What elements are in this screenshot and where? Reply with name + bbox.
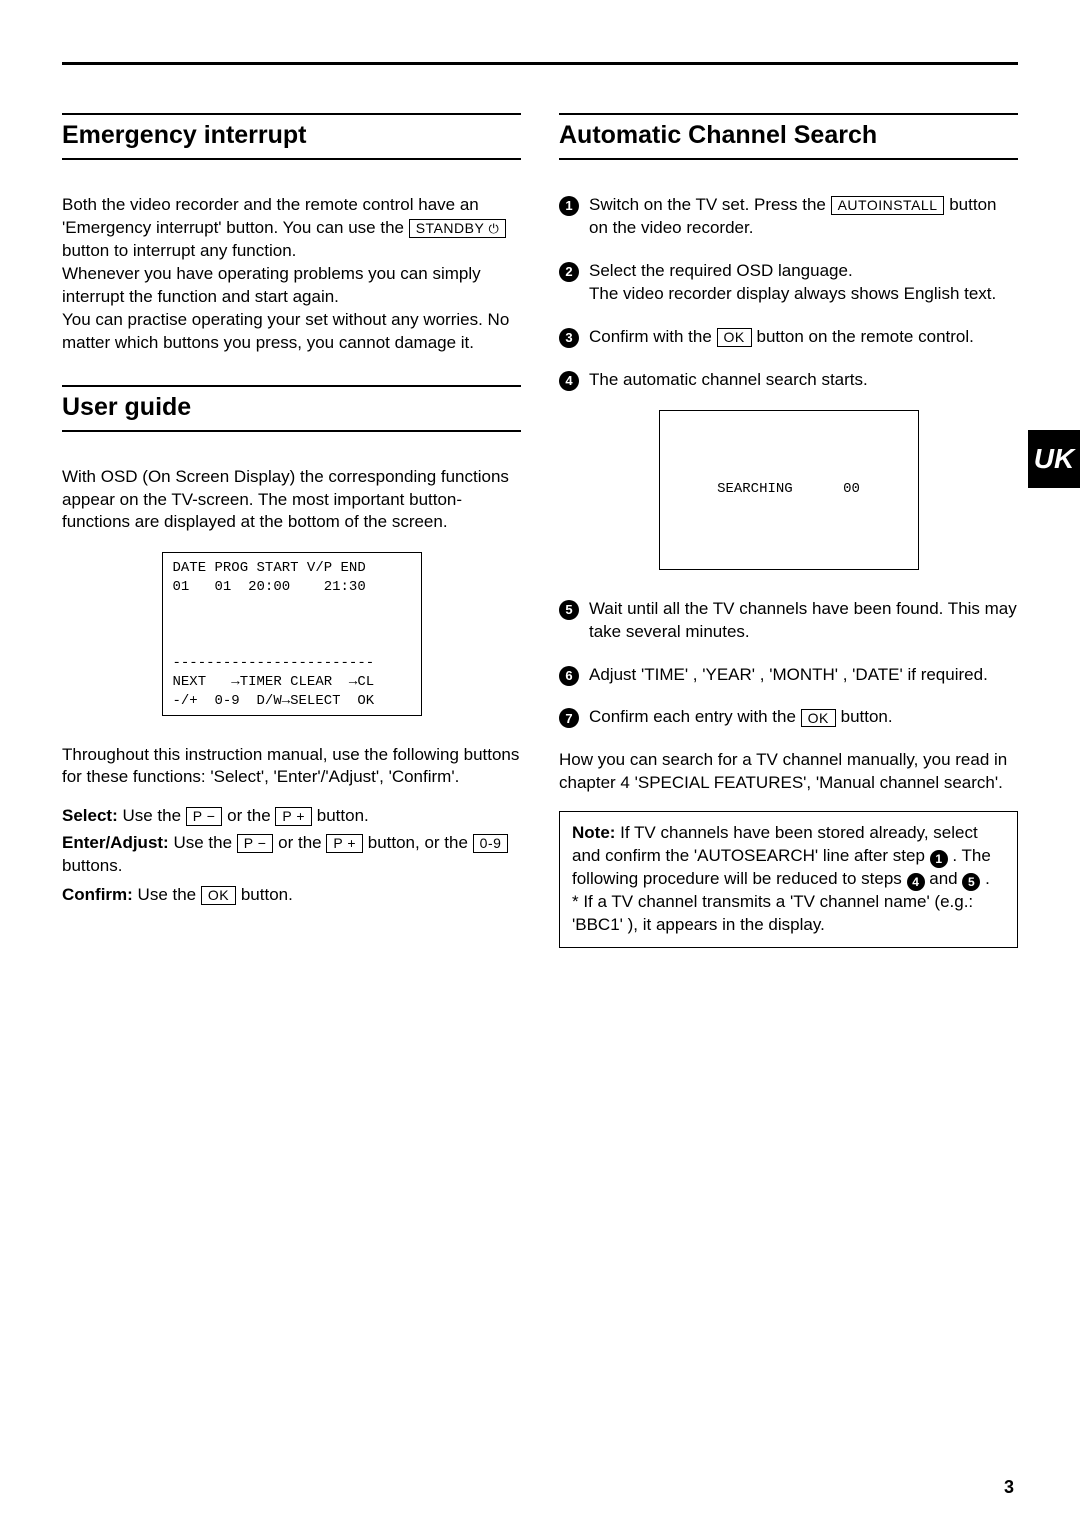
step-4-body: The automatic channel search starts. — [589, 369, 1018, 392]
note-a: If TV channels have been stored already,… — [572, 823, 978, 865]
auto-channel-body: 1 Switch on the TV set. Press the AUTOIN… — [559, 194, 1018, 948]
p-plus-button: P + — [275, 807, 312, 826]
s2b: The video recorder display always shows … — [589, 283, 1018, 306]
step-6: 6 Adjust 'TIME' , 'YEAR' , 'MONTH' , 'DA… — [559, 664, 1018, 687]
emergency-interrupt-title: Emergency interrupt — [62, 113, 521, 160]
osd-searching-display: SEARCHING 00 — [659, 410, 919, 570]
ei-text-1b: button to interrupt any function. — [62, 241, 296, 260]
confirm-b: button. — [236, 885, 293, 904]
inline-step-4: 4 — [907, 873, 925, 891]
step-3-body: Confirm with the OK button on the remote… — [589, 326, 1018, 349]
enter-d: buttons. — [62, 856, 123, 875]
s7b: button. — [836, 707, 893, 726]
p-minus-button: P − — [186, 807, 223, 826]
select-b: or the — [222, 806, 275, 825]
ok-button-3: OK — [801, 709, 836, 728]
standby-button-label: STANDBY ⏻ — [409, 219, 507, 238]
confirm-a: Use the — [133, 885, 201, 904]
step-3: 3 Confirm with the OK button on the remo… — [559, 326, 1018, 349]
step-1: 1 Switch on the TV set. Press the AUTOIN… — [559, 194, 1018, 240]
right-column: Automatic Channel Search 1 Switch on the… — [559, 113, 1018, 948]
confirm-line: Confirm: Use the OK button. — [62, 884, 521, 907]
ei-text-3: You can practise operating your set with… — [62, 309, 521, 355]
confirm-label: Confirm: — [62, 885, 133, 904]
select-a: Use the — [118, 806, 186, 825]
step-4-num: 4 — [559, 371, 579, 391]
enter-label: Enter/Adjust: — [62, 833, 169, 852]
step-7-num: 7 — [559, 708, 579, 728]
s3a: Confirm with the — [589, 327, 717, 346]
step-2: 2 Select the required OSD language. The … — [559, 260, 1018, 306]
ug-text-1: With OSD (On Screen Display) the corresp… — [62, 466, 521, 535]
inline-step-1: 1 — [930, 850, 948, 868]
standby-text: STANDBY — [416, 220, 484, 236]
note-box: Note: If TV channels have been stored al… — [559, 811, 1018, 948]
step-7: 7 Confirm each entry with the OK button. — [559, 706, 1018, 729]
step-2-num: 2 — [559, 262, 579, 282]
osd-timer-display: DATE PROG START V/P END 01 01 20:00 21:3… — [162, 552, 422, 715]
step-7-body: Confirm each entry with the OK button. — [589, 706, 1018, 729]
step-5-num: 5 — [559, 600, 579, 620]
emergency-interrupt-body: Both the video recorder and the remote c… — [62, 194, 521, 355]
select-line: Select: Use the P − or the P + button. — [62, 805, 521, 828]
step-2-body: Select the required OSD language. The vi… — [589, 260, 1018, 306]
step-3-num: 3 — [559, 328, 579, 348]
ei-text-2: Whenever you have operating problems you… — [62, 263, 521, 309]
step-1-num: 1 — [559, 196, 579, 216]
enter-b: or the — [273, 833, 326, 852]
note-c: and — [925, 869, 963, 888]
ok-button: OK — [201, 886, 236, 905]
user-guide-body: With OSD (On Screen Display) the corresp… — [62, 466, 521, 908]
left-column: Emergency interrupt Both the video recor… — [62, 113, 521, 948]
power-icon: ⏻ — [488, 221, 499, 236]
step-5: 5 Wait until all the TV channels have be… — [559, 598, 1018, 644]
step-5-body: Wait until all the TV channels have been… — [589, 598, 1018, 644]
side-tab-uk: UK — [1028, 430, 1080, 488]
s3b: button on the remote control. — [752, 327, 974, 346]
ug-text-2: Throughout this instruction manual, use … — [62, 744, 521, 790]
footer-text: How you can search for a TV channel manu… — [559, 749, 1018, 795]
inline-step-5: 5 — [962, 873, 980, 891]
select-c: button. — [312, 806, 369, 825]
note-label: Note: — [572, 823, 615, 842]
auto-channel-search-title: Automatic Channel Search — [559, 113, 1018, 160]
step-4: 4 The automatic channel search starts. — [559, 369, 1018, 392]
select-label: Select: — [62, 806, 118, 825]
step-1-body: Switch on the TV set. Press the AUTOINST… — [589, 194, 1018, 240]
note-d: . — [980, 869, 989, 888]
s2a: Select the required OSD language. — [589, 260, 1018, 283]
enter-c: button, or the — [363, 833, 473, 852]
p-plus-button-2: P + — [326, 834, 363, 853]
autoinstall-button: AUTOINSTALL — [831, 196, 945, 215]
user-guide-title: User guide — [62, 385, 521, 432]
p-minus-button-2: P − — [237, 834, 274, 853]
s1a: Switch on the TV set. Press the — [589, 195, 831, 214]
step-6-num: 6 — [559, 666, 579, 686]
enter-line: Enter/Adjust: Use the P − or the P + but… — [62, 832, 521, 878]
enter-a: Use the — [169, 833, 237, 852]
top-rule — [62, 62, 1018, 65]
content-columns: Emergency interrupt Both the video recor… — [62, 113, 1018, 948]
note-e: * If a TV channel transmits a 'TV channe… — [572, 891, 1005, 937]
page-number: 3 — [1004, 1477, 1014, 1498]
s7a: Confirm each entry with the — [589, 707, 801, 726]
zero-nine-button: 0-9 — [473, 834, 509, 853]
ok-button-2: OK — [717, 328, 752, 347]
step-6-body: Adjust 'TIME' , 'YEAR' , 'MONTH' , 'DATE… — [589, 664, 1018, 687]
